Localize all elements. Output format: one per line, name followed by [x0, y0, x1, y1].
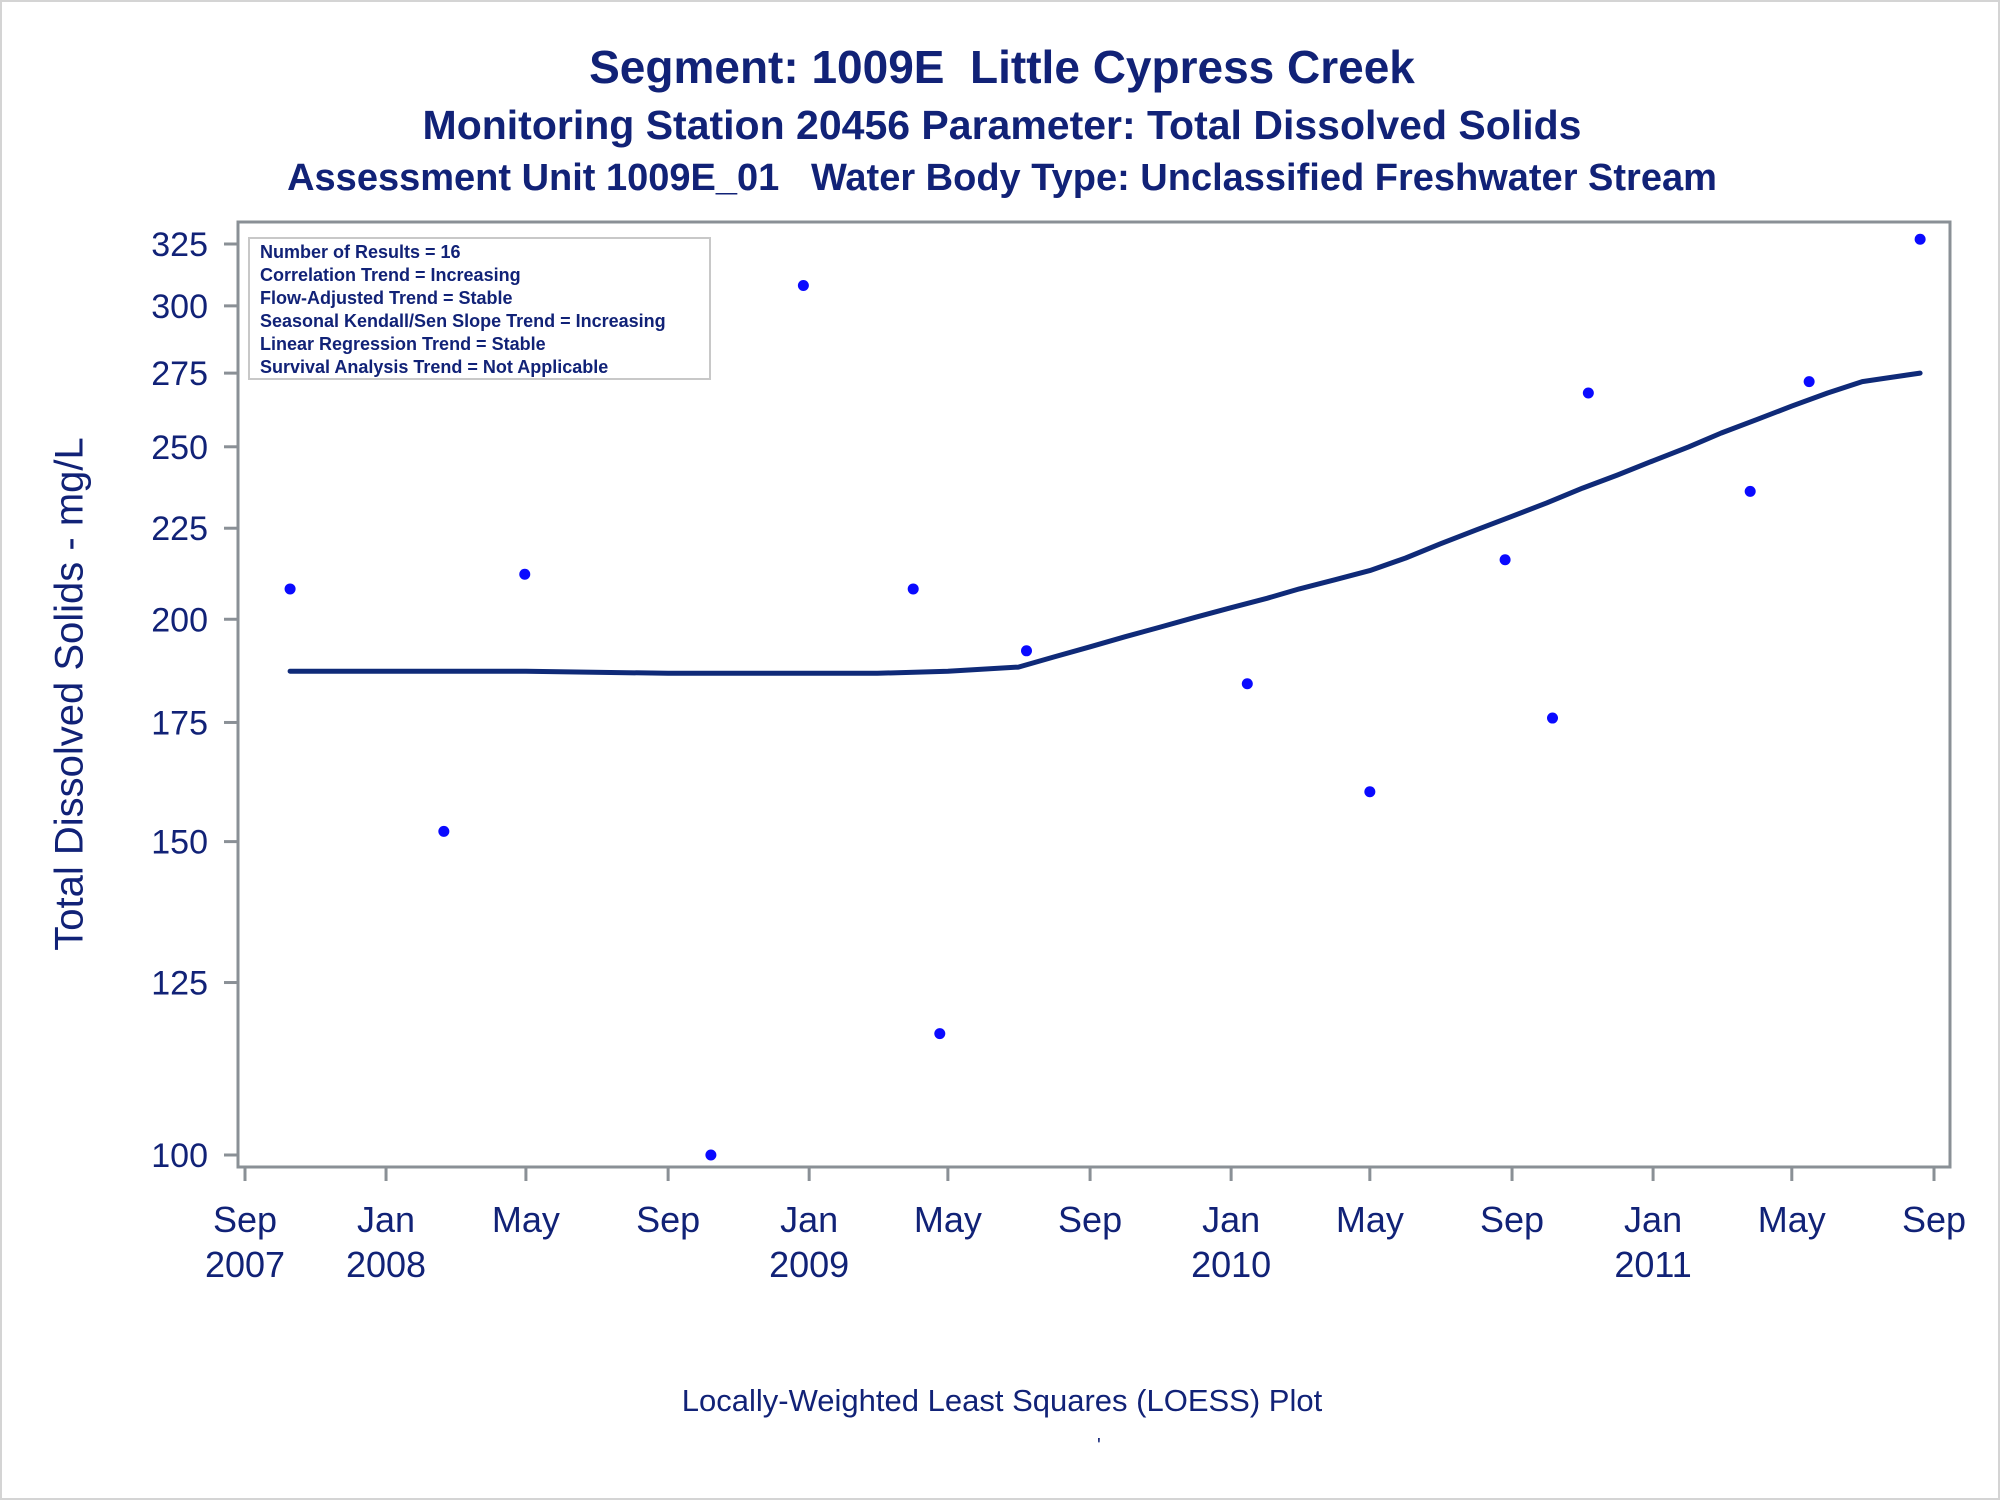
stats-line: Seasonal Kendall/Sen Slope Trend = Incre… [260, 311, 666, 331]
x-tick-label: Sep [213, 1199, 277, 1240]
x-tick-label: May [1758, 1199, 1826, 1240]
chart-subtitle: Monitoring Station 20456 Parameter: Tota… [422, 102, 1582, 148]
stats-line: Flow-Adjusted Trend = Stable [260, 288, 513, 308]
points-layer [284, 233, 1926, 1161]
x-tick-year-label: 2008 [346, 1244, 426, 1285]
x-tick-label: May [492, 1199, 560, 1240]
data-point [1364, 786, 1376, 798]
loess-line [287, 370, 1923, 676]
data-point [519, 568, 531, 580]
y-tick-label: 300 [151, 288, 208, 326]
x-tick-label: Sep [1902, 1199, 1966, 1240]
footnote-mark: ' [1097, 1435, 1101, 1457]
x-tick-label: Sep [1058, 1199, 1122, 1240]
y-tick-label: 150 [151, 824, 208, 862]
x-tick-year-label: 2007 [205, 1244, 285, 1285]
data-point [438, 825, 450, 837]
stats-line: Linear Regression Trend = Stable [260, 334, 546, 354]
data-point [934, 1028, 946, 1040]
x-tick-label: May [914, 1199, 982, 1240]
data-point [284, 583, 296, 595]
x-tick-label: May [1336, 1199, 1404, 1240]
plot-area-frame [236, 220, 1952, 1169]
y-tick-label: 175 [151, 704, 208, 742]
y-tick-label: 225 [151, 510, 208, 548]
y-axis: 100 125 150 175 200 225 250 275 300 325 [151, 226, 238, 1175]
data-point [797, 280, 809, 292]
stats-box-frame [248, 237, 711, 380]
x-tick-label: Jan [1202, 1199, 1260, 1240]
data-point [1020, 645, 1032, 657]
chart-title: Segment: 1009E Little Cypress Creek [589, 41, 1415, 93]
data-point [1744, 485, 1756, 497]
stats-box: Number of Results = 16 Correlation Trend … [248, 237, 711, 380]
y-tick-label: 125 [151, 965, 208, 1003]
x-tick-label: Jan [1624, 1199, 1682, 1240]
data-point [1547, 712, 1559, 724]
y-tick-label: 200 [151, 601, 208, 639]
loess-layer [287, 370, 1923, 676]
data-point [1499, 554, 1511, 566]
x-tick-label: Jan [357, 1199, 415, 1240]
chart-subtitle-2: Assessment Unit 1009E_01 Water Body Type… [287, 157, 1717, 199]
data-point [1803, 376, 1815, 388]
data-point [1914, 233, 1926, 245]
x-tick-year-label: 2009 [769, 1244, 849, 1285]
data-point [1241, 678, 1253, 690]
y-tick-label: 325 [151, 226, 208, 264]
data-point [907, 583, 919, 595]
y-tick-label: 100 [151, 1137, 208, 1175]
x-tick-label: Sep [1480, 1199, 1544, 1240]
x-tick-year-label: 2010 [1191, 1244, 1271, 1285]
stats-line: Survival Analysis Trend = Not Applicable [260, 357, 608, 377]
stats-line: Number of Results = 16 [260, 242, 461, 262]
x-tick-label: Sep [636, 1199, 700, 1240]
y-tick-label: 275 [151, 355, 208, 393]
x-tick-year-label: 2011 [1614, 1244, 1691, 1285]
footnote: Locally-Weighted Least Squares (LOESS) P… [681, 1383, 1323, 1418]
x-tick-label: Jan [780, 1199, 838, 1240]
data-point [705, 1149, 717, 1161]
stats-line: Correlation Trend = Increasing [260, 265, 521, 285]
y-tick-label: 250 [151, 429, 208, 467]
data-point [1582, 387, 1594, 399]
